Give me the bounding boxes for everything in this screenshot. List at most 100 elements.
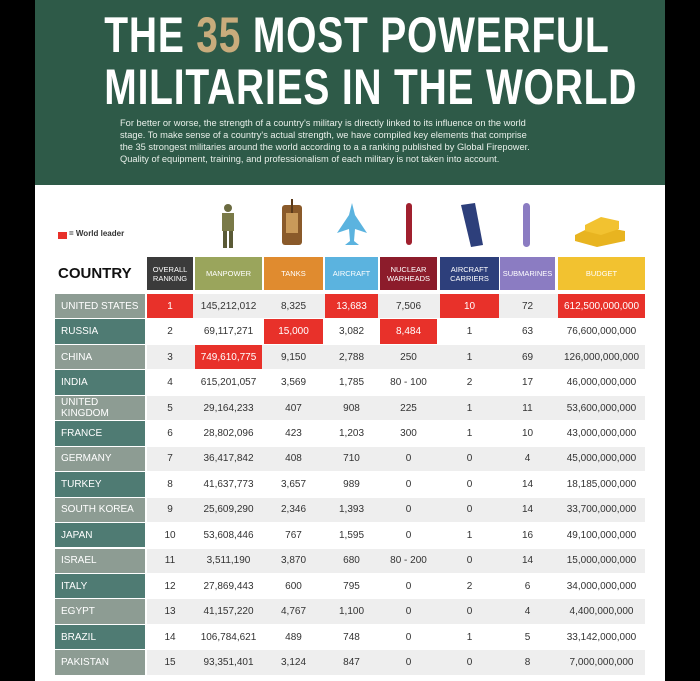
- data-cell: 4: [524, 606, 531, 618]
- title-highlight: 35: [196, 7, 242, 63]
- data-cell: 3,657: [280, 478, 307, 490]
- data-cell: 4,400,000,000: [569, 606, 634, 618]
- data-cell: 0: [405, 453, 412, 465]
- column-header-line: NUCLEAR: [390, 264, 427, 274]
- data-cell: 908: [343, 402, 360, 414]
- data-cell: 27,869,443: [203, 580, 254, 592]
- row-background: [147, 395, 645, 421]
- data-cell: 1: [466, 402, 473, 414]
- country-cell: INDIA: [55, 370, 145, 395]
- data-cell: 489: [285, 631, 302, 643]
- data-cell: 2,346: [280, 504, 307, 516]
- country-cell: RUSSIA: [55, 319, 145, 344]
- leader-cell: 15,000: [264, 319, 323, 344]
- leader-cell: 13,683: [325, 294, 378, 319]
- data-cell: 3,511,190: [206, 555, 251, 567]
- data-cell: 6: [524, 580, 531, 592]
- data-cell: 145,212,012: [200, 300, 257, 312]
- legend-label: = World leader: [69, 229, 125, 238]
- data-cell: 0: [405, 504, 412, 516]
- data-cell: 15: [164, 657, 176, 669]
- data-cell: 41,157,220: [203, 606, 254, 618]
- data-cell: 43,000,000,000: [566, 427, 637, 439]
- column-header-line: BUDGET: [585, 269, 618, 278]
- column-header-line: RANKING: [152, 273, 188, 283]
- data-cell: 2,788: [338, 351, 365, 363]
- leader-cell: 10: [440, 294, 499, 319]
- column-header-line: SUBMARINES: [502, 269, 553, 278]
- data-cell: 33,700,000,000: [566, 504, 637, 516]
- legend-swatch: [58, 232, 67, 239]
- data-cell: 9,150: [280, 351, 307, 363]
- data-cell: 72: [521, 300, 534, 312]
- data-cell: 7,000,000,000: [569, 657, 634, 669]
- data-cell: 0: [405, 478, 412, 490]
- icons: [222, 199, 625, 248]
- leader-cell: 1: [147, 294, 193, 319]
- intro-line: stage. To make sense of a country's actu…: [120, 130, 527, 140]
- data-cell: 795: [343, 580, 360, 592]
- data-cell: 45,000,000,000: [566, 453, 637, 465]
- data-cell: 0: [466, 657, 473, 669]
- country-header: COUNTRY: [58, 265, 132, 282]
- data-cell: 989: [343, 478, 360, 490]
- column-header: NUCLEAR WARHEADS: [380, 257, 437, 290]
- data-cell: 1,203: [338, 427, 365, 439]
- column-header-line: TANKS: [281, 269, 306, 278]
- data-cell: 13: [164, 606, 176, 618]
- missile-icon: [406, 203, 412, 245]
- data-cell: 0: [405, 580, 412, 592]
- row-background: [147, 599, 645, 624]
- data-cell: 8,325: [280, 300, 307, 312]
- column-header-line: WARHEADS: [386, 273, 431, 283]
- country-cell: SOUTH KOREA: [55, 497, 145, 523]
- data-cell: 1: [466, 427, 473, 439]
- data-cell: 6: [167, 427, 173, 439]
- data-cell: 10: [521, 427, 534, 439]
- data-cell: 8: [167, 478, 173, 490]
- data-cell: 0: [405, 631, 412, 643]
- column-header: OVERALL RANKING: [147, 257, 193, 290]
- data-cell: 3,124: [280, 657, 307, 669]
- data-cell: 2: [167, 326, 173, 338]
- data-cell: 407: [285, 402, 302, 414]
- column-header: AIRCRAFT: [325, 257, 378, 290]
- column-header-line: AIRCRAFT: [332, 269, 371, 278]
- data-cell: 69: [521, 351, 534, 363]
- data-cell: 0: [466, 453, 473, 465]
- data-cell: 14: [521, 555, 534, 567]
- row-background: [147, 446, 645, 472]
- data-cell: 0: [466, 504, 473, 516]
- carrier-icon: [461, 203, 483, 247]
- country-cell: UNITED KINGDOM: [55, 395, 145, 421]
- data-cell: 4,767: [280, 606, 307, 618]
- row-background: [147, 650, 645, 675]
- data-cell: 53,608,446: [203, 529, 254, 541]
- data-cell: 3: [167, 351, 173, 363]
- data-cell: 1,100: [338, 606, 365, 618]
- data-cell: 1: [466, 326, 473, 338]
- data-cell: 0: [466, 478, 473, 490]
- data-cell: 2: [466, 580, 473, 592]
- data-cell: 106,784,621: [200, 631, 257, 643]
- country-cell: PAKISTAN: [55, 650, 145, 675]
- data-cell: 7,506: [395, 300, 422, 312]
- data-cell: 36,417,842: [203, 453, 254, 465]
- submarine-icon: [523, 203, 530, 247]
- data-cell: 28,802,096: [203, 427, 254, 439]
- data-cell: 25,609,290: [203, 504, 254, 516]
- data-cell: 600: [285, 580, 302, 592]
- column-header: AIRCRAFT CARRIERS: [440, 257, 499, 290]
- column-header-line: OVERALL: [152, 264, 188, 274]
- column-header-line: AIRCRAFT: [450, 264, 489, 274]
- country-cell: GERMANY: [55, 446, 145, 472]
- column-header-line: CARRIERS: [450, 273, 489, 283]
- data-cell: 0: [466, 555, 473, 567]
- column-header: MANPOWER: [195, 257, 262, 290]
- row-background: [147, 523, 645, 548]
- data-cell: 63: [521, 326, 534, 338]
- leader-cell: 749,610,775: [195, 344, 262, 370]
- data-cell: 423: [285, 427, 302, 439]
- row-background: [147, 370, 645, 395]
